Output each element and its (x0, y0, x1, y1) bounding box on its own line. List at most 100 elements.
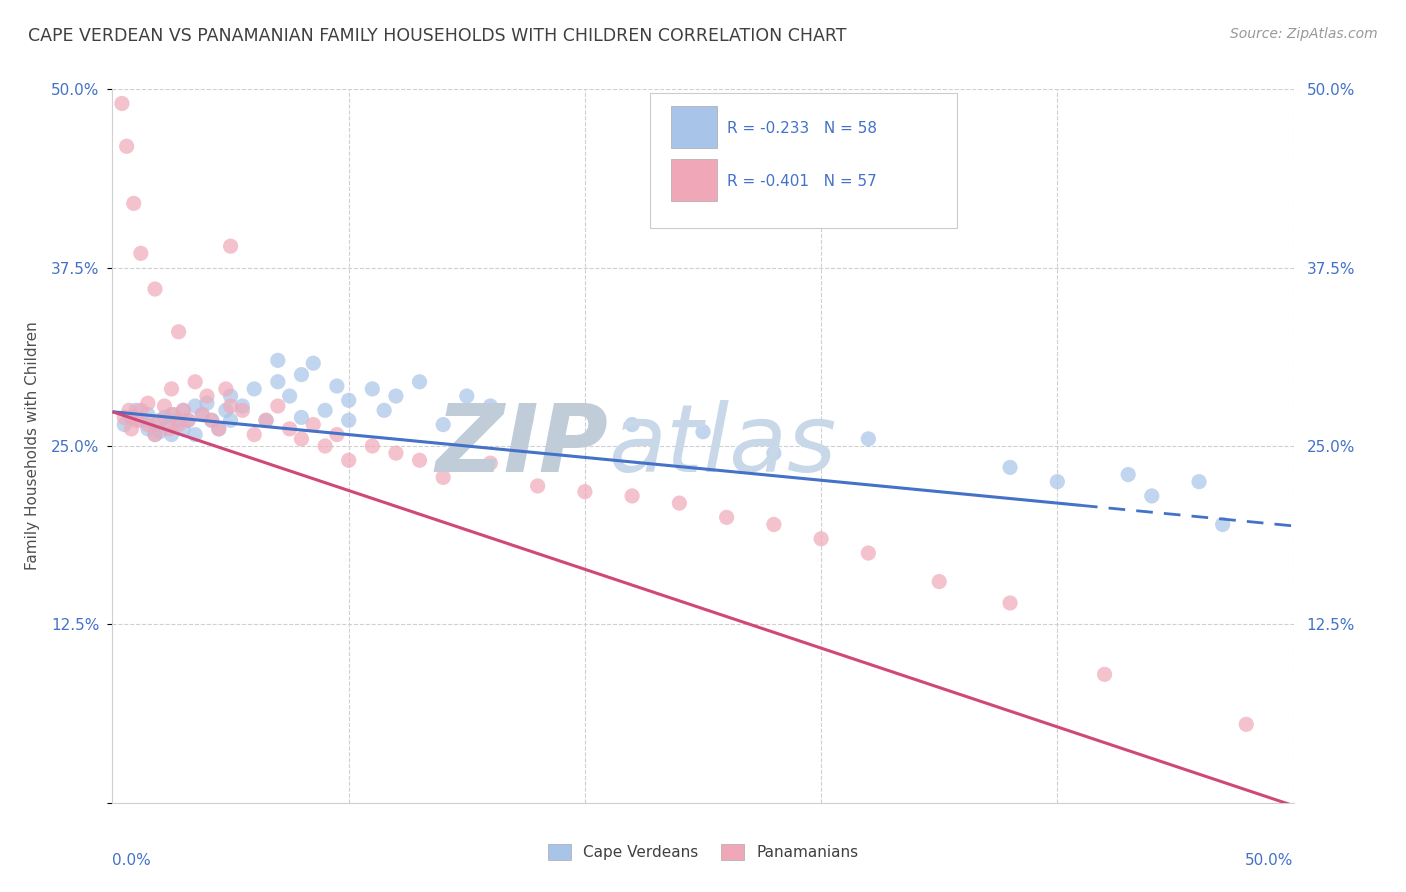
FancyBboxPatch shape (671, 159, 717, 202)
Point (302, 417, 325, 432)
Point (219, 239, 242, 253)
Point (1094, 667, 1116, 681)
Point (215, 382, 238, 396)
Point (167, 325, 190, 339)
Point (160, 427, 183, 442)
Point (290, 432, 312, 446)
Point (125, 403, 148, 417)
Point (191, 408, 214, 422)
Point (361, 382, 384, 396)
Text: 0.0%: 0.0% (112, 853, 152, 868)
Point (195, 389, 218, 403)
Point (574, 484, 596, 499)
Point (219, 389, 242, 403)
Point (314, 403, 336, 417)
Point (163, 408, 186, 422)
Point (858, 546, 880, 560)
Point (160, 408, 183, 422)
Point (290, 368, 312, 382)
Point (219, 399, 242, 413)
Point (120, 422, 142, 436)
Point (928, 574, 950, 589)
Text: 50.0%: 50.0% (1246, 853, 1294, 868)
Point (160, 382, 183, 396)
Point (143, 282, 166, 296)
Point (195, 396, 218, 410)
Point (1234, 717, 1257, 731)
Point (184, 427, 207, 442)
Point (184, 399, 207, 413)
Point (243, 427, 266, 442)
Point (621, 489, 644, 503)
FancyBboxPatch shape (671, 105, 717, 148)
Point (208, 422, 231, 436)
Point (153, 399, 176, 413)
Point (157, 422, 180, 436)
Point (432, 470, 454, 484)
Point (479, 399, 502, 413)
Point (231, 403, 253, 417)
Point (278, 389, 301, 403)
Point (314, 439, 336, 453)
Point (231, 399, 253, 413)
Point (408, 375, 430, 389)
Point (716, 510, 738, 524)
Point (361, 439, 384, 453)
Point (337, 453, 360, 467)
Point (149, 425, 172, 439)
Point (143, 427, 166, 442)
Point (125, 413, 148, 427)
Point (201, 413, 224, 427)
Point (408, 453, 430, 467)
Point (432, 417, 454, 432)
Point (762, 517, 785, 532)
Point (143, 427, 166, 442)
Point (112, 410, 135, 425)
Point (290, 410, 312, 425)
Point (208, 422, 231, 436)
Point (129, 413, 152, 427)
Point (184, 375, 207, 389)
Point (172, 403, 194, 417)
Point (810, 532, 832, 546)
Point (762, 446, 785, 460)
Point (129, 403, 152, 417)
Point (120, 410, 142, 425)
Point (385, 446, 408, 460)
Point (337, 413, 360, 427)
Point (111, 96, 134, 111)
Legend: Cape Verdeans, Panamanians: Cape Verdeans, Panamanians (541, 838, 865, 866)
Point (692, 425, 714, 439)
Point (373, 403, 395, 417)
Point (254, 413, 277, 427)
Y-axis label: Family Households with Children: Family Households with Children (25, 322, 39, 570)
Point (191, 408, 214, 422)
Point (1140, 489, 1163, 503)
Point (998, 596, 1021, 610)
Point (122, 196, 145, 211)
Point (136, 417, 159, 432)
Point (118, 403, 141, 417)
Point (550, 410, 572, 425)
Point (668, 496, 690, 510)
Point (302, 356, 325, 370)
FancyBboxPatch shape (650, 93, 957, 228)
Point (243, 382, 266, 396)
Point (136, 408, 159, 422)
Point (167, 413, 190, 427)
Point (129, 246, 152, 260)
Point (326, 379, 349, 393)
Point (215, 403, 238, 417)
Point (515, 413, 537, 427)
Point (337, 393, 360, 408)
Text: R = -0.233   N = 58: R = -0.233 N = 58 (727, 121, 876, 136)
Point (267, 399, 290, 413)
Point (172, 422, 194, 436)
Point (254, 413, 277, 427)
Point (143, 417, 166, 432)
Point (479, 456, 502, 470)
Point (112, 417, 135, 432)
Point (1046, 475, 1069, 489)
Point (1116, 467, 1139, 482)
Point (326, 427, 349, 442)
